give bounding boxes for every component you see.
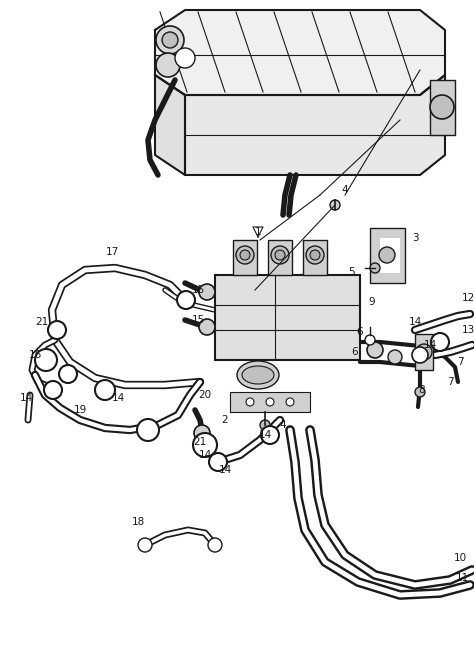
Text: 6: 6 (357, 327, 363, 337)
Circle shape (306, 246, 324, 264)
Text: 14: 14 (409, 317, 422, 327)
Circle shape (59, 365, 77, 383)
Circle shape (137, 419, 159, 441)
Text: 8: 8 (419, 385, 425, 395)
Polygon shape (155, 10, 445, 95)
Circle shape (412, 347, 428, 363)
Text: 13: 13 (461, 325, 474, 335)
Circle shape (286, 398, 294, 406)
Circle shape (156, 53, 180, 77)
Text: 14: 14 (19, 393, 33, 403)
Circle shape (431, 333, 449, 351)
Circle shape (246, 398, 254, 406)
Circle shape (415, 387, 425, 397)
Circle shape (194, 425, 210, 441)
Circle shape (199, 319, 215, 335)
Bar (415, 334, 433, 370)
Bar (303, 240, 327, 275)
Text: 2: 2 (222, 415, 228, 425)
Text: 11: 11 (456, 573, 469, 583)
Text: 1: 1 (255, 227, 261, 237)
Circle shape (236, 246, 254, 264)
Bar (215, 275, 360, 360)
Circle shape (388, 350, 402, 364)
Bar (233, 240, 257, 275)
Text: 21: 21 (36, 317, 49, 327)
Text: 20: 20 (199, 390, 211, 400)
Text: 5: 5 (349, 267, 356, 277)
Text: 7: 7 (447, 377, 453, 387)
Circle shape (430, 95, 454, 119)
Circle shape (240, 250, 250, 260)
Circle shape (209, 453, 227, 471)
Text: 19: 19 (73, 405, 87, 415)
Text: 14: 14 (111, 393, 125, 403)
Circle shape (48, 321, 66, 339)
Circle shape (310, 250, 320, 260)
Circle shape (199, 284, 215, 300)
Text: 15: 15 (191, 315, 205, 325)
Text: 6: 6 (352, 347, 358, 357)
Bar (230, 392, 310, 412)
Text: 3: 3 (412, 233, 419, 243)
Bar (430, 80, 455, 135)
Circle shape (271, 246, 289, 264)
Text: 18: 18 (131, 517, 145, 527)
Text: 4: 4 (280, 420, 286, 430)
Circle shape (156, 26, 184, 54)
Circle shape (175, 48, 195, 68)
Circle shape (95, 380, 115, 400)
Ellipse shape (237, 361, 279, 389)
Polygon shape (185, 75, 445, 175)
Text: 4: 4 (342, 185, 348, 195)
Polygon shape (155, 75, 185, 175)
Text: 10: 10 (454, 553, 466, 563)
Ellipse shape (242, 366, 274, 384)
Text: 17: 17 (105, 247, 118, 257)
Circle shape (261, 426, 279, 444)
Text: 14: 14 (423, 340, 437, 350)
Text: 21: 21 (193, 437, 207, 447)
Text: 16: 16 (28, 350, 42, 360)
Circle shape (44, 381, 62, 399)
Text: 15: 15 (191, 285, 205, 295)
Circle shape (162, 32, 178, 48)
Text: 7: 7 (456, 357, 463, 367)
Circle shape (193, 433, 217, 457)
Circle shape (416, 344, 432, 360)
Circle shape (330, 200, 340, 210)
Circle shape (35, 349, 57, 371)
Text: 12: 12 (461, 293, 474, 303)
Circle shape (177, 291, 195, 309)
Circle shape (379, 247, 395, 263)
Circle shape (370, 263, 380, 273)
Bar (380, 238, 400, 273)
Text: 14: 14 (258, 430, 272, 440)
Bar (268, 240, 292, 275)
Circle shape (208, 538, 222, 552)
Circle shape (275, 250, 285, 260)
Circle shape (266, 398, 274, 406)
Text: 14: 14 (219, 465, 232, 475)
Text: 14: 14 (199, 450, 211, 460)
Text: 9: 9 (369, 297, 375, 307)
Bar (370, 228, 405, 283)
Circle shape (260, 420, 270, 430)
Circle shape (365, 335, 375, 345)
Circle shape (367, 342, 383, 358)
Circle shape (138, 538, 152, 552)
